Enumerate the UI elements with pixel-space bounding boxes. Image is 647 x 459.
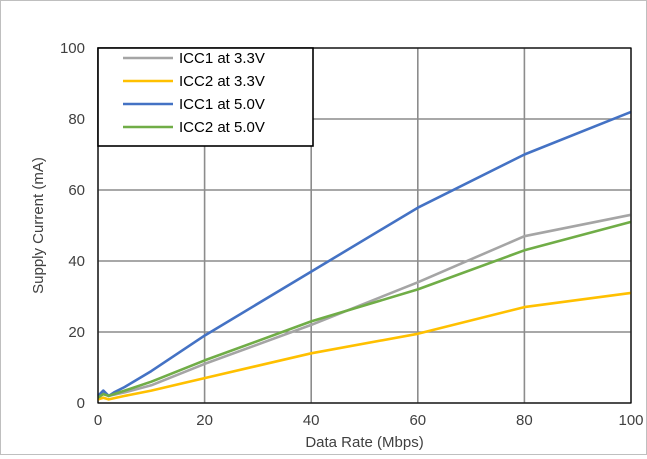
legend-box: [97, 47, 314, 147]
x-tick-label: 20: [196, 412, 213, 429]
legend-label: ICC1 at 3.3V: [179, 50, 265, 67]
x-tick-label: 60: [409, 412, 426, 429]
x-tick-label: 100: [618, 412, 643, 429]
series-lines: [97, 110, 632, 401]
y-tick-label: 60: [68, 182, 85, 199]
series-line-2: [97, 110, 632, 398]
y-tick-label: 20: [68, 324, 85, 341]
x-axis-label: Data Rate (Mbps): [305, 434, 423, 451]
x-tick-label: 80: [516, 412, 533, 429]
x-tick-label: 0: [94, 412, 102, 429]
x-tick-label: 40: [303, 412, 320, 429]
legend: ICC1 at 3.3V ICC2 at 3.3V ICC1 at 5.0V ICC2…: [97, 47, 314, 147]
plot-border: [97, 47, 632, 404]
legend-label: ICC2 at 3.3V: [179, 73, 265, 90]
tick-labels: 0 20 40 60 80 100 0 20 40 60 80 100: [60, 40, 644, 429]
legend-label: ICC2 at 5.0V: [179, 119, 265, 136]
y-axis-label: Supply Current (mA): [30, 157, 47, 294]
legend-label: ICC1 at 5.0V: [179, 96, 265, 113]
series-line-3: [97, 220, 632, 399]
y-tick-label: 100: [60, 40, 85, 57]
y-tick-label: 0: [77, 395, 85, 412]
y-tick-label: 80: [68, 111, 85, 128]
y-tick-label: 40: [68, 253, 85, 270]
series-line-1: [97, 291, 632, 401]
